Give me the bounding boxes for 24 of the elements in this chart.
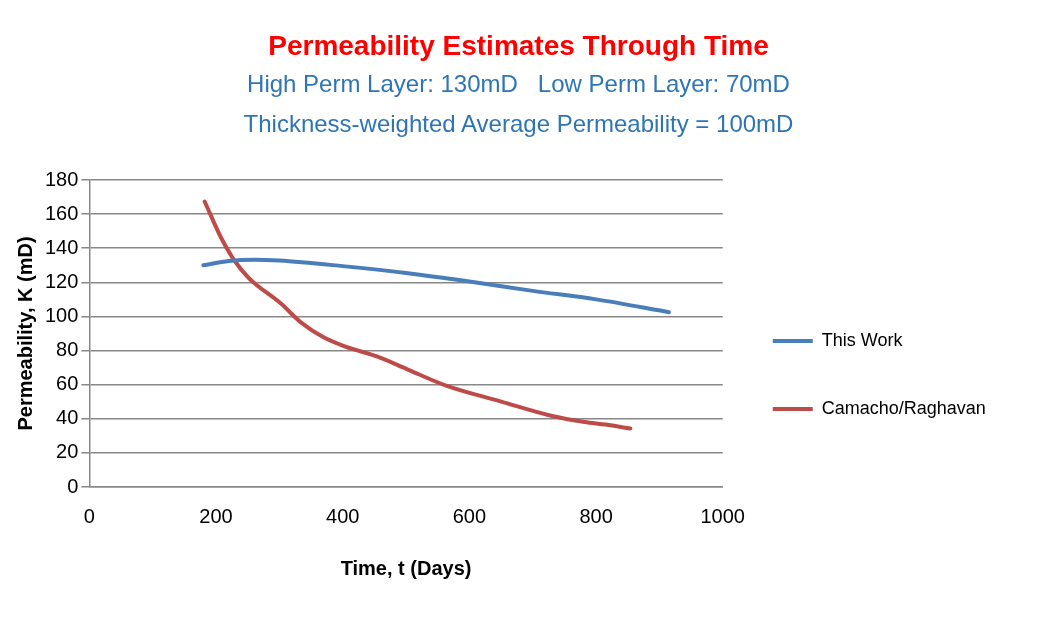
y-tick-label: 40 [56,406,79,429]
y-tick-label: 80 [56,338,79,361]
chart-subtitle: High Perm Layer: 130mD Low Perm Layer: 70mD Thickness-weighted Average Permeability = 100mD [242,69,795,139]
x-tick-label: 600 [452,504,487,527]
chart-title: Permeability Estimates Through Time [267,30,770,62]
x-tick-label: 0 [83,504,95,527]
y-tick-label: 60 [56,372,79,395]
x-axis-title: Time, t (Days) [340,556,472,579]
y-tick-label: 140 [44,235,79,258]
y-tick-label: 120 [44,269,79,292]
y-tick-label: 100 [44,303,79,326]
x-tick-label: 200 [199,504,233,527]
legend-label: Camacho/Raghavan [821,397,986,418]
line-series [202,199,633,431]
x-tick-label: 800 [579,504,613,527]
x-tick-label: 400 [326,504,360,527]
y-tick-label: 160 [44,201,79,224]
y-tick-label: 180 [44,167,79,190]
y-axis-title: Permeability, K (mD) [13,236,36,431]
x-tick-label: 1000 [700,504,745,527]
legend-label: This Work [821,329,904,350]
y-tick-label: 0 [67,474,79,497]
line-series [201,257,671,315]
y-tick-label: 20 [56,440,79,463]
